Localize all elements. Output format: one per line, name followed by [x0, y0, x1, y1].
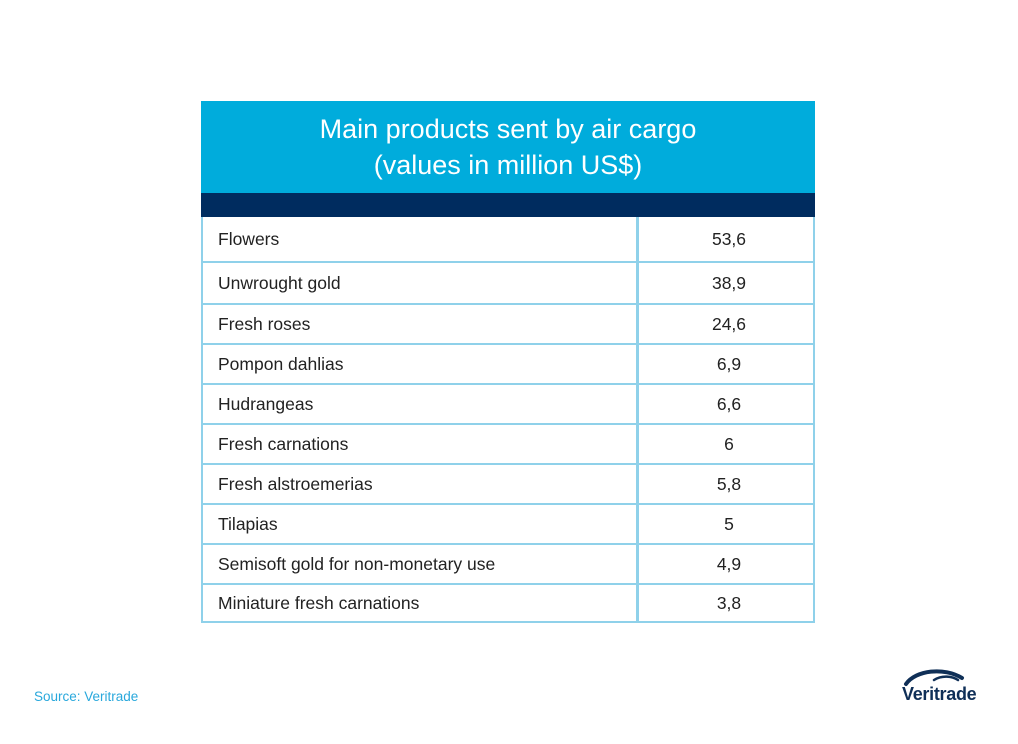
table-row: Flowers 53,6	[203, 217, 813, 263]
logo-text: Veritrade	[902, 684, 977, 704]
table-title: Main products sent by air cargo (values …	[201, 101, 815, 193]
table-body: Flowers 53,6 Unwrought gold 38,9 Fresh roses…	[201, 217, 815, 623]
table-row: Fresh carnations 6	[203, 425, 813, 465]
product-name-cell: Flowers	[203, 217, 639, 261]
product-name-cell: Hudrangeas	[203, 385, 639, 423]
product-value-cell: 5,8	[716, 473, 742, 494]
table-row: Fresh alstroemerias 5,8	[203, 465, 813, 505]
veritrade-swoosh-icon	[904, 669, 964, 686]
product-name-cell: Semisoft gold for non-monetary use	[203, 545, 639, 583]
product-value-cell: 24,6	[711, 313, 747, 334]
product-name-cell: Miniature fresh carnations	[203, 585, 639, 621]
product-value-cell: 5	[724, 513, 734, 534]
product-name-cell: Fresh carnations	[203, 425, 639, 463]
table-row: Unwrought gold 38,9	[203, 263, 813, 305]
veritrade-logo: Veritrade	[900, 668, 986, 712]
source-note: Source: Veritrade	[34, 689, 139, 704]
product-value-cell: 4,9	[716, 553, 742, 574]
table-row: Miniature fresh carnations 3,8	[203, 585, 813, 623]
product-name-cell: Pompon dahlias	[203, 345, 639, 383]
product-value-cell: 6,9	[716, 353, 742, 374]
product-value-cell: 53,6	[711, 228, 747, 249]
product-name-cell: Tilapias	[203, 505, 639, 543]
table-title-line-2: (values in million US$)	[373, 150, 643, 180]
product-value-cell: 3,8	[716, 592, 742, 613]
table-row: Fresh roses 24,6	[203, 305, 813, 345]
table-row: Tilapias 5	[203, 505, 813, 545]
product-value-cell: 6	[724, 433, 734, 454]
product-value-cell: 38,9	[711, 272, 747, 293]
table-title-line-1: Main products sent by air cargo	[319, 114, 697, 144]
header-divider-band	[201, 193, 815, 217]
product-name-cell: Unwrought gold	[203, 263, 639, 303]
product-value-cell: 6,6	[716, 393, 742, 414]
products-table: Main products sent by air cargo (values …	[201, 101, 815, 623]
product-name-cell: Fresh roses	[203, 305, 639, 343]
table-row: Pompon dahlias 6,9	[203, 345, 813, 385]
product-name-cell: Fresh alstroemerias	[203, 465, 639, 503]
table-row: Semisoft gold for non-monetary use 4,9	[203, 545, 813, 585]
table-row: Hudrangeas 6,6	[203, 385, 813, 425]
